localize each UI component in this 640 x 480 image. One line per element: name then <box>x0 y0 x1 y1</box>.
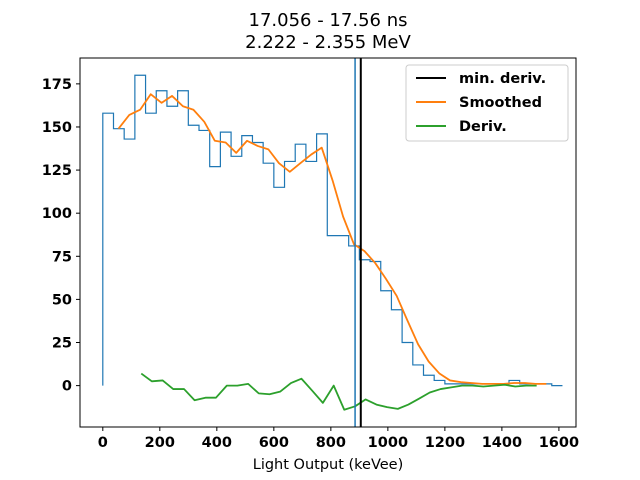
y-tick-label: 25 <box>52 336 72 352</box>
series-line-deriv <box>140 372 537 411</box>
chart-title-line-1: 17.056 - 17.56 ns <box>249 10 408 31</box>
x-tick-label: 1200 <box>425 435 465 451</box>
y-tick-label: 125 <box>42 163 72 179</box>
x-axis-ticks: 0 200 400 600 800 1000 1200 1400 1600 <box>98 427 579 451</box>
histogram-step <box>102 74 563 387</box>
x-tick-label: 1000 <box>368 435 408 451</box>
x-tick-label: 800 <box>316 435 346 451</box>
x-tick-label: 0 <box>98 435 108 451</box>
y-axis-ticks: 0 25 50 75 100 125 150 175 <box>42 77 80 395</box>
y-tick-label: 50 <box>52 292 72 308</box>
legend-label-smoothed: Smoothed <box>459 95 542 111</box>
y-tick-label: 0 <box>62 379 72 395</box>
legend: min. deriv. Smoothed Deriv. <box>405 64 569 142</box>
y-tick-label: 100 <box>42 206 72 222</box>
x-tick-label: 600 <box>259 435 289 451</box>
x-tick-label: 200 <box>145 435 175 451</box>
series-line-smoothed <box>117 93 547 385</box>
y-tick-label: 75 <box>52 249 72 265</box>
plot-content <box>102 58 563 427</box>
y-tick-label: 150 <box>42 120 72 136</box>
legend-label-min-deriv: min. deriv. <box>459 71 546 87</box>
x-tick-label: 1600 <box>539 435 579 451</box>
chart-title-line-2: 2.222 - 2.355 MeV <box>245 32 411 53</box>
y-tick-label: 175 <box>42 77 72 93</box>
x-tick-label: 1400 <box>482 435 522 451</box>
x-tick-label: 400 <box>202 435 232 451</box>
legend-box <box>405 64 569 142</box>
legend-label-deriv: Deriv. <box>459 119 507 135</box>
x-axis-label: Light Output (keVee) <box>253 457 404 473</box>
plot-frame <box>79 57 577 428</box>
